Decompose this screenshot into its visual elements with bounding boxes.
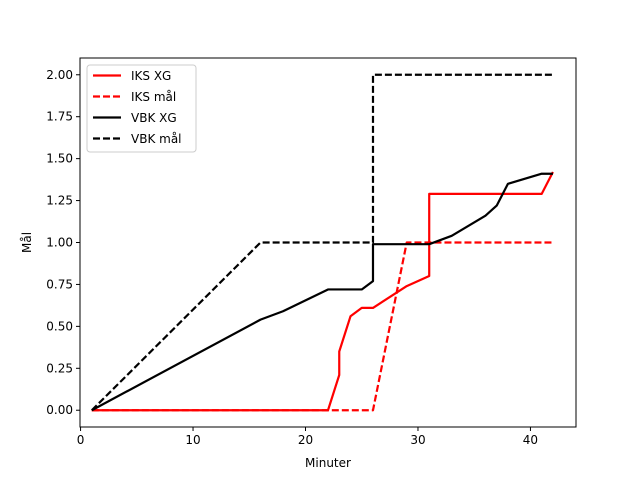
- x-tick-label: 10: [185, 433, 200, 447]
- y-tick-label: 0.25: [46, 361, 73, 375]
- y-tick-label: 1.75: [46, 110, 73, 124]
- y-tick-label: 0.75: [46, 277, 73, 291]
- x-tick-label: 40: [523, 433, 538, 447]
- legend-label: VBK mål: [131, 132, 182, 146]
- legend-label: IKS XG: [131, 69, 171, 83]
- y-axis-label: Mål: [20, 232, 34, 253]
- y-tick-label: 1.00: [46, 236, 73, 250]
- y-axis-ticks: 0.00 0.25 0.50 0.75 1.00 1.25 1.50 1.75 2.00: [46, 68, 80, 417]
- y-tick-label: 2.00: [46, 68, 73, 82]
- x-tick-label: 30: [410, 433, 425, 447]
- series-line-4: [91, 73, 553, 412]
- series-line-2: [91, 241, 553, 412]
- legend-box: [86, 64, 197, 153]
- y-tick-label: 1.50: [46, 152, 73, 166]
- y-tick-label: 1.25: [46, 194, 73, 208]
- y-tick-label: 0.50: [46, 319, 73, 333]
- series-line-3: [91, 172, 553, 412]
- plot-lines: [91, 73, 554, 412]
- x-tick-label: 20: [298, 433, 313, 447]
- x-axis-ticks: 0 10 20 30 40: [77, 427, 538, 447]
- x-tick-label: 0: [77, 433, 85, 447]
- y-tick-label: 0.00: [46, 403, 73, 417]
- x-axis-label: Minuter: [305, 456, 351, 470]
- legend-label: IKS mål: [131, 90, 176, 104]
- series-line-1: [91, 171, 554, 412]
- legend-label: VBK XG: [131, 111, 177, 125]
- legend: IKS XG IKS mål VBK XG VBK mål: [86, 64, 197, 153]
